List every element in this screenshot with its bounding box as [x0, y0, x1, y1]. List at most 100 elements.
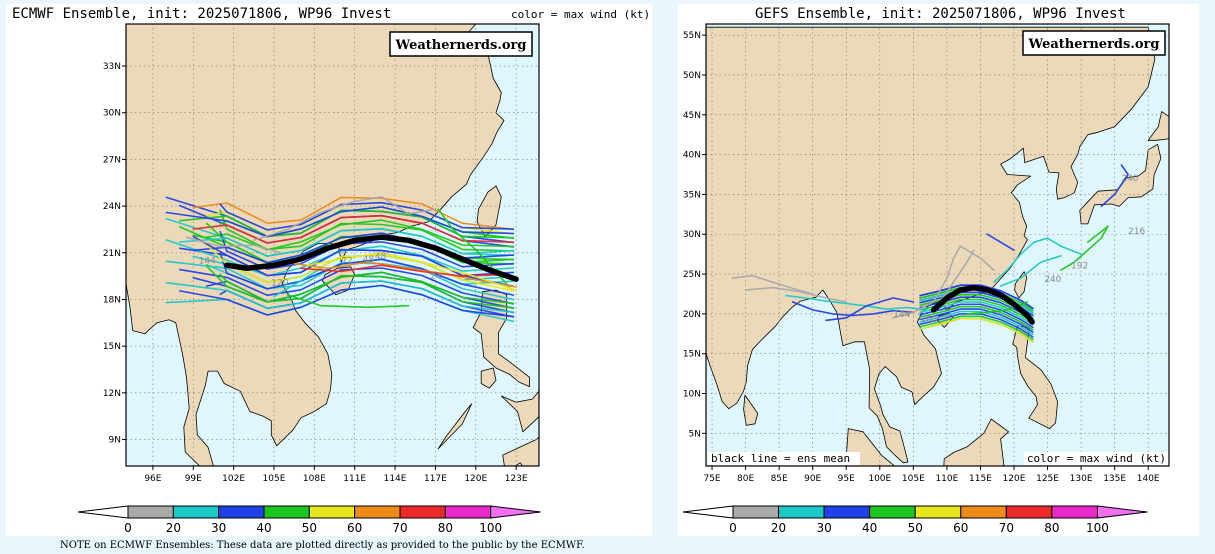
forecast-hour-label: 48	[363, 255, 375, 265]
lat-tick-label: 30N	[103, 109, 121, 119]
ensemble-track	[999, 255, 1062, 287]
lon-tick-label: 125E	[1036, 474, 1059, 484]
ensemble-track	[179, 228, 515, 257]
colorbar-low-arrow	[682, 505, 734, 519]
colorbar-segment	[869, 505, 916, 519]
colorbar-label: 50	[302, 521, 317, 535]
watermark-box	[389, 31, 533, 57]
visayas-islands	[500, 390, 539, 433]
ensemble-track	[306, 252, 517, 291]
ensemble-track	[179, 267, 515, 305]
mindoro-island	[480, 367, 497, 389]
lat-tick-label: 40N	[683, 151, 701, 161]
forecast-hour-label: 216	[1128, 227, 1145, 237]
ensemble-mean-track	[930, 284, 1035, 325]
forecast-hour-label: 120	[271, 278, 288, 288]
lat-tick-label: 25N	[683, 270, 701, 280]
japan-hokkaido	[1147, 111, 1169, 141]
mean-legend: black line = ens mean	[711, 452, 850, 465]
japan-honshu	[1079, 143, 1162, 225]
colorbar-label: 20	[166, 521, 181, 535]
lat-tick-label: 18N	[103, 295, 121, 305]
ensemble-track	[219, 201, 515, 231]
colorbar-segment	[960, 505, 1007, 519]
colorbar-segment	[218, 505, 265, 519]
lat-tick-label: 21N	[103, 249, 121, 259]
forecast-hour-label: 168	[920, 315, 937, 325]
lon-tick-label: 115E	[969, 474, 992, 484]
colorbar-label: 0	[124, 521, 132, 535]
colorbar-high-arrow	[490, 505, 541, 519]
lat-tick-label: 33N	[103, 62, 121, 72]
lon-tick-label: 105E	[263, 474, 286, 484]
colorbar-label: 0	[729, 521, 737, 535]
colorbar-segment	[127, 505, 174, 519]
colorbar-segment	[1005, 505, 1053, 519]
colorbar-label: 100	[479, 521, 502, 535]
taiwan-island	[1014, 271, 1028, 299]
map-content: 72 48 48 24 120 144	[126, 24, 539, 466]
colorbar-segment	[732, 505, 780, 519]
colorbar-label: 30	[211, 521, 226, 535]
ensemble-track	[785, 294, 928, 311]
forecast-hour-label: 24	[430, 272, 442, 282]
lon-tick-label: 105E	[902, 474, 925, 484]
colorbar-segment	[172, 505, 220, 519]
lon-tick-label: 102E	[222, 474, 245, 484]
ensemble-track	[165, 206, 515, 238]
ensemble-track	[825, 297, 915, 322]
lat-tick-label: 15N	[683, 350, 701, 360]
lat-tick-label: 10N	[683, 390, 701, 400]
mean-legend-bg	[708, 452, 860, 465]
ensemble-track	[165, 260, 515, 301]
wind-legend-bg	[1024, 452, 1168, 465]
gefs-panel: 240 216 192 240 168 144 75E 80E 85E 90E 95E 100E 105…	[678, 4, 1199, 536]
watermark-box	[1022, 30, 1166, 56]
colorbar-label: 60	[953, 521, 968, 535]
ensemble-track	[731, 274, 814, 295]
lon-tick-label: 96E	[144, 474, 161, 484]
lat-tick-label: 55N	[683, 31, 701, 41]
ensemble-track	[939, 249, 975, 303]
colorbar-segment	[399, 505, 446, 519]
colorbar-label: 80	[1044, 521, 1059, 535]
colorbar-segment	[444, 505, 492, 519]
ensemble-track	[205, 219, 515, 251]
lon-tick-label: 90E	[804, 474, 821, 484]
ensemble-track	[986, 233, 1015, 251]
map-content: 240 216 192 240 168 144	[706, 24, 1169, 466]
forecast-hour-label: 144	[199, 257, 216, 267]
colorbar-segment	[308, 505, 356, 519]
watermark-logo: Weathernerds.org	[1028, 37, 1160, 52]
colorbar-label: 30	[816, 521, 831, 535]
ensemble-track	[293, 261, 517, 288]
forecast-hour-label: 240	[1121, 174, 1138, 184]
ensemble-track	[919, 308, 1034, 334]
lon-tick-label: 110E	[935, 474, 958, 484]
ensemble-track	[791, 301, 915, 317]
lat-tick-label: 30N	[683, 230, 701, 240]
lon-tick-label: 120E	[464, 474, 487, 484]
gefs-title: GEFS Ensemble, init: 2025071806, WP96 In…	[755, 6, 1126, 22]
ensemble-track	[300, 264, 511, 277]
colorbar-segment	[354, 505, 401, 519]
ensemble-track	[919, 313, 1034, 338]
colorbar-segment	[823, 505, 871, 519]
lat-tick-label: 35N	[683, 190, 701, 200]
ensemble-track	[892, 245, 995, 319]
lat-tick-label: 5N	[689, 429, 701, 439]
lon-tick-label: 75E	[703, 474, 720, 484]
watermark-logo: Weathernerds.org	[395, 38, 527, 53]
forecast-hour-label: 144	[893, 310, 910, 320]
lon-tick-label: 140E	[1137, 474, 1160, 484]
lon-tick-label: 100E	[868, 474, 891, 484]
colorbar-segment	[263, 505, 310, 519]
lon-tick-label: 114E	[384, 474, 407, 484]
colorbar-label: 20	[771, 521, 786, 535]
ensemble-track	[273, 267, 322, 298]
lat-tick-label: 50N	[683, 71, 701, 81]
ensemble-track	[919, 315, 1034, 341]
lon-tick-label: 123E	[505, 474, 528, 484]
ecmwf-subtitle: color = max wind (kt)	[511, 8, 651, 21]
ensemble-track	[192, 214, 515, 244]
